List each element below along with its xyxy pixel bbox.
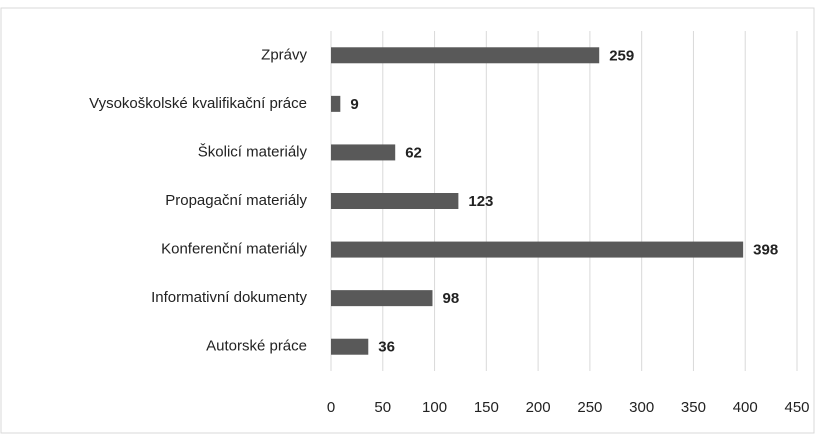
bar (331, 290, 433, 307)
chart-frame (0, 7, 815, 434)
bar (331, 47, 600, 64)
bar (331, 95, 341, 112)
bar (331, 338, 369, 355)
x-tick-label: 250 (577, 399, 602, 416)
x-tick-label: 350 (681, 399, 706, 416)
y-tick-label: Vysokoškolské kvalifikační práce (89, 95, 307, 112)
data-label: 62 (405, 144, 422, 161)
y-tick-label: Konferenční materiály (161, 241, 307, 258)
x-tick-label: 200 (526, 399, 551, 416)
y-tick-label: Zprávy (261, 46, 307, 63)
x-tick-label: 100 (422, 399, 447, 416)
x-tick-label: 50 (374, 399, 391, 416)
y-tick-label: Propagační materiály (165, 192, 307, 209)
x-tick-label: 400 (733, 399, 758, 416)
data-label: 98 (442, 290, 459, 307)
data-label: 259 (609, 47, 634, 64)
data-label: 36 (378, 339, 395, 356)
data-label: 9 (350, 96, 358, 113)
y-tick-label: Informativní dokumenty (151, 289, 307, 306)
x-tick-label: 300 (629, 399, 654, 416)
y-tick-label: Autorské práce (206, 338, 307, 355)
x-tick-label: 150 (474, 399, 499, 416)
x-tick-label: 0 (327, 399, 335, 416)
bar (331, 241, 744, 258)
data-label: 123 (468, 193, 493, 210)
x-tick-label: 450 (784, 399, 809, 416)
y-tick-label: Školicí materiály (198, 143, 308, 160)
bar (331, 144, 396, 161)
bar (331, 193, 459, 209)
data-label: 398 (753, 242, 778, 259)
